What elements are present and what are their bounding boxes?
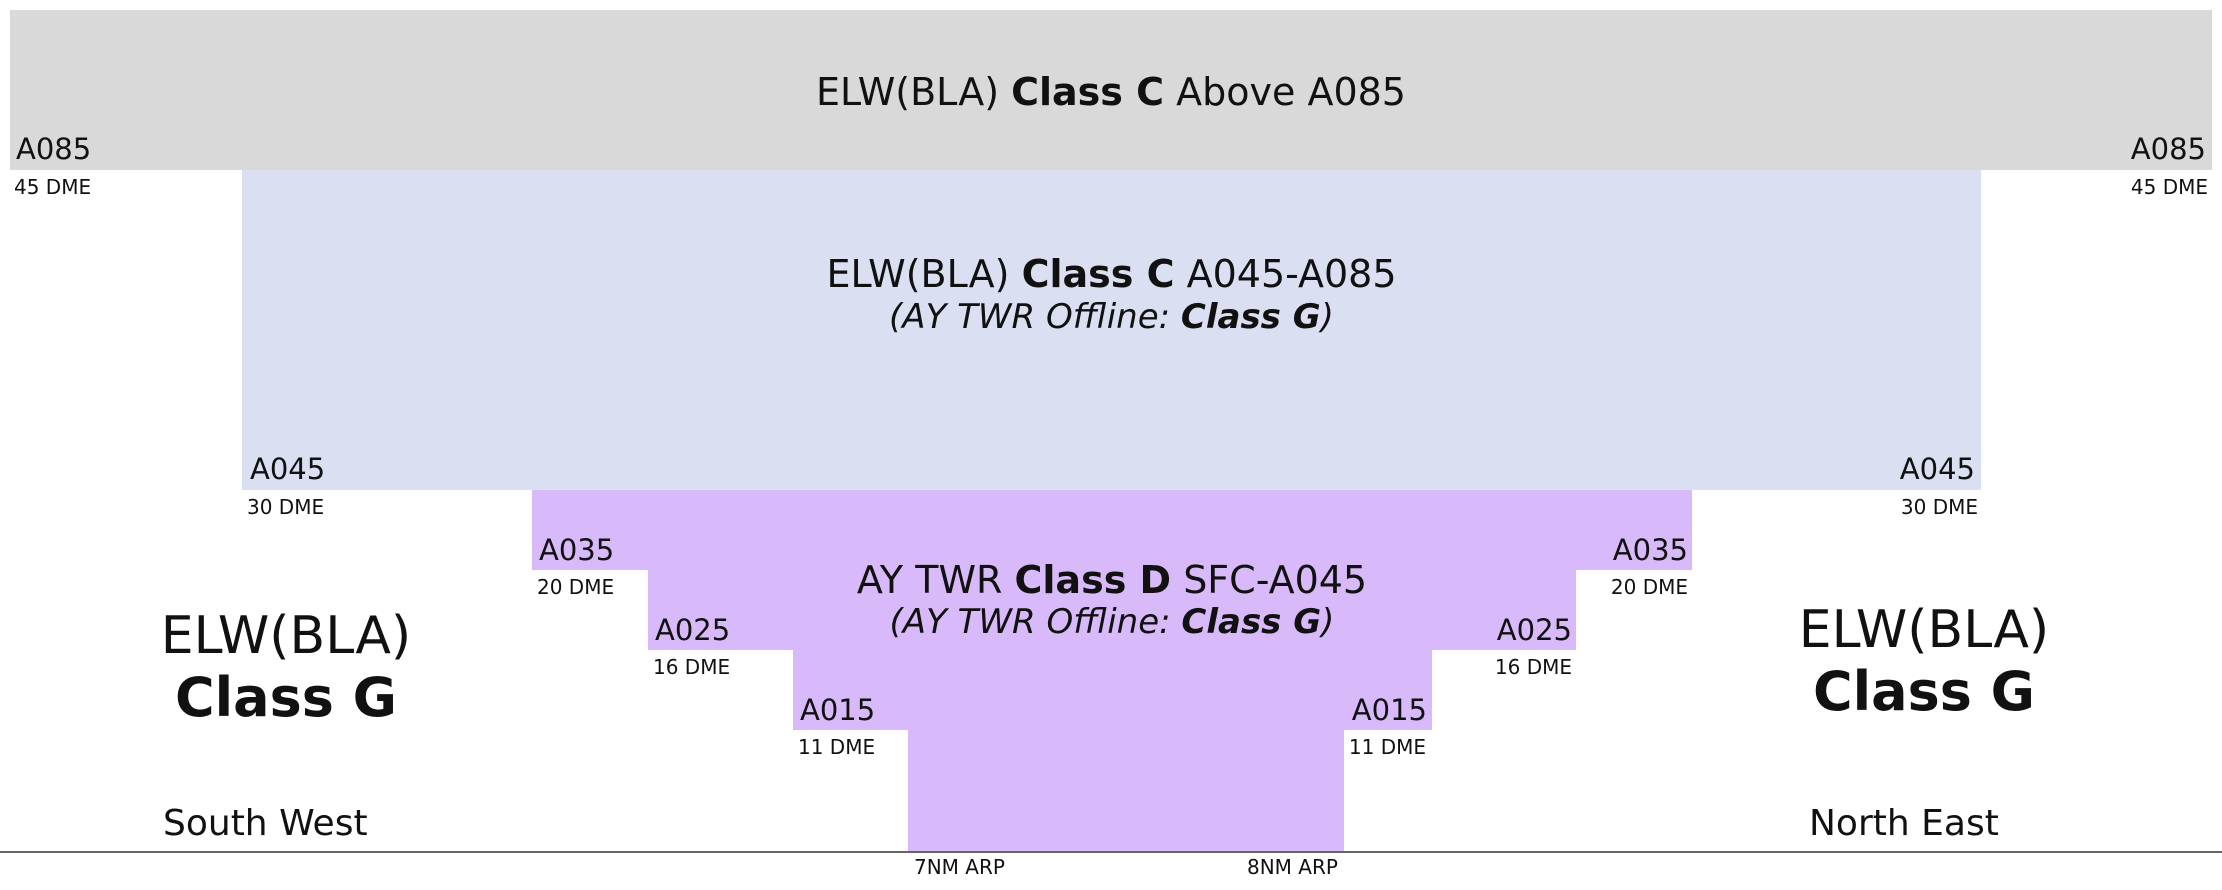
alt-label-left-a025: A025	[655, 613, 731, 647]
class-g-right-line2: Class G	[1813, 660, 2035, 724]
dme-label-left-45: 45 DME	[14, 175, 92, 199]
alt-label-right-a025: A025	[1496, 613, 1572, 647]
alt-label-left-a035: A035	[539, 533, 615, 567]
class-d-step-2	[648, 570, 1576, 650]
class-d-title: AY TWR Class D SFC-A045	[856, 558, 1368, 602]
alt-label-left-a015: A015	[800, 693, 876, 727]
alt-label-right-a015: A015	[1351, 693, 1427, 727]
dme-label-left-20: 20 DME	[537, 575, 615, 599]
class-c-upper-area: ELW(BLA) Class C Above A085 A085 A085	[10, 10, 2212, 170]
direction-north-east: North East	[1809, 803, 1999, 844]
class-c-upper-title: ELW(BLA) Class C Above A085	[816, 70, 1406, 114]
arp-label-right: 8NM ARP	[1247, 855, 1338, 879]
arp-label-left: 7NM ARP	[914, 855, 1005, 879]
class-d-step-1	[532, 490, 1692, 570]
dme-label-right-16: 16 DME	[1494, 655, 1572, 679]
alt-label-right-a045: A045	[1899, 452, 1975, 486]
class-g-right-label: ELW(BLA) Class G	[1774, 599, 2074, 723]
class-g-left-line2: Class G	[175, 666, 397, 730]
dme-label-right-20: 20 DME	[1610, 575, 1688, 599]
dme-label-left-11: 11 DME	[798, 735, 876, 759]
dme-label-left-30: 30 DME	[247, 495, 325, 519]
alt-label-right-a035: A035	[1612, 533, 1688, 567]
class-c-lower-area: ELW(BLA) Class C A045-A085 (AY TWR Offli…	[242, 170, 1981, 490]
direction-south-west: South West	[163, 803, 368, 844]
class-d-core	[908, 730, 1344, 851]
class-d-offline-note: (AY TWR Offline: Class G)	[889, 602, 1335, 642]
class-c-lower-offline-note: (AY TWR Offline: Class G)	[889, 297, 1334, 337]
class-c-lower-title: ELW(BLA) Class C A045-A085	[826, 252, 1397, 296]
class-d-title-block: AY TWR Class D SFC-A045 (AY TWR Offline:…	[532, 490, 1692, 639]
alt-label-left-a085: A085	[16, 132, 92, 166]
dme-label-right-30: 30 DME	[1900, 495, 1978, 519]
ground-line	[0, 851, 2222, 853]
alt-label-right-a085: A085	[2130, 132, 2206, 166]
dme-label-right-45: 45 DME	[2130, 175, 2208, 199]
class-g-left-line1: ELW(BLA)	[160, 606, 412, 666]
alt-label-left-a045: A045	[250, 452, 326, 486]
class-d-step-3	[793, 650, 1432, 730]
dme-label-right-11: 11 DME	[1348, 735, 1426, 759]
class-g-left-label: ELW(BLA) Class G	[136, 605, 436, 729]
class-g-right-line1: ELW(BLA)	[1798, 600, 2050, 660]
dme-label-left-16: 16 DME	[653, 655, 731, 679]
